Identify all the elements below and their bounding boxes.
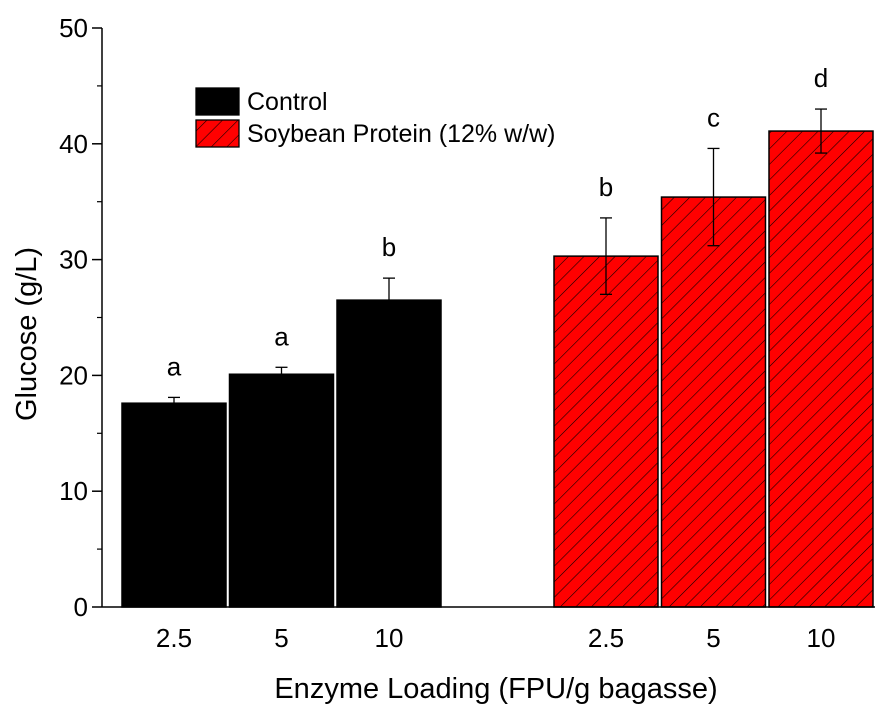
legend-label: Soybean Protein (12% w/w) bbox=[247, 120, 555, 148]
legend-swatch-soybean bbox=[195, 119, 240, 148]
x-tick-label: 10 bbox=[807, 623, 836, 653]
bar-control-5 bbox=[228, 373, 335, 608]
y-tick-label: 50 bbox=[59, 13, 88, 43]
error-bars-layer bbox=[168, 108, 827, 410]
bar-soybean-10 bbox=[768, 130, 874, 608]
x-tick-label: 10 bbox=[375, 623, 404, 653]
significance-letter: a bbox=[274, 321, 289, 351]
y-tick-label: 40 bbox=[59, 129, 88, 159]
bar-control-2.5 bbox=[121, 402, 227, 608]
x-tick-label: 5 bbox=[706, 623, 720, 653]
significance-letter: d bbox=[814, 63, 828, 93]
legend-swatch-control bbox=[195, 87, 240, 116]
axes-layer: 2.5 5 10 2.5 5 10 0 10 20 30 40 50 bbox=[59, 13, 875, 653]
legend: Control Soybean Protein (12% w/w) bbox=[195, 87, 555, 148]
legend-label: Control bbox=[247, 88, 328, 116]
bars-layer bbox=[121, 130, 874, 608]
bar-soybean-2.5 bbox=[553, 255, 659, 608]
y-tick-label: 0 bbox=[74, 592, 88, 622]
significance-letters-layer: a a b b c d bbox=[167, 63, 828, 381]
x-tick-label: 5 bbox=[274, 623, 288, 653]
significance-letter: a bbox=[167, 351, 182, 381]
significance-letter: b bbox=[382, 232, 396, 262]
significance-letter: c bbox=[707, 102, 720, 132]
x-tick-label: 2.5 bbox=[156, 623, 192, 653]
bar-soybean-5 bbox=[660, 196, 767, 608]
bar-control-10 bbox=[336, 299, 442, 608]
y-tick-label: 10 bbox=[59, 476, 88, 506]
y-tick-label: 20 bbox=[59, 360, 88, 390]
x-axis-title: Enzyme Loading (FPU/g bagasse) bbox=[274, 673, 717, 705]
y-axis-title: Glucose (g/L) bbox=[11, 247, 43, 421]
x-tick-label: 2.5 bbox=[588, 623, 624, 653]
y-tick-label: 30 bbox=[59, 245, 88, 275]
significance-letter: b bbox=[599, 172, 613, 202]
